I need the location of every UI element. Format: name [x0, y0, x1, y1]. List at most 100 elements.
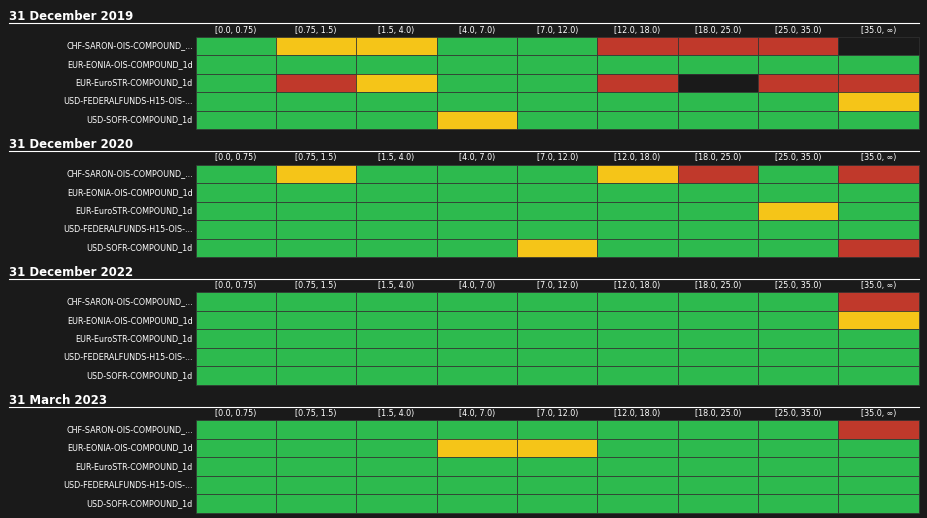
Bar: [597, 439, 677, 457]
Bar: [196, 439, 275, 457]
Text: [7.0, 12.0): [7.0, 12.0): [536, 281, 578, 290]
Bar: [597, 165, 677, 183]
Bar: [275, 37, 356, 55]
Bar: [437, 55, 516, 74]
Text: USD-SOFR-COMPOUND_1d: USD-SOFR-COMPOUND_1d: [86, 499, 193, 508]
Bar: [677, 165, 757, 183]
Bar: [516, 457, 597, 476]
Bar: [437, 111, 516, 130]
Text: [35.0, ∞): [35.0, ∞): [860, 409, 895, 418]
Bar: [677, 220, 757, 239]
Bar: [677, 420, 757, 439]
Bar: [275, 494, 356, 513]
Bar: [597, 292, 677, 311]
Text: [25.0, 35.0): [25.0, 35.0): [774, 25, 820, 35]
Bar: [275, 165, 356, 183]
Text: USD-SOFR-COMPOUND_1d: USD-SOFR-COMPOUND_1d: [86, 243, 193, 252]
Text: [4.0, 7.0): [4.0, 7.0): [458, 25, 494, 35]
Text: USD-FEDERALFUNDS-H15-OIS-...: USD-FEDERALFUNDS-H15-OIS-...: [63, 481, 193, 490]
Bar: [677, 239, 757, 257]
Bar: [196, 420, 275, 439]
Bar: [597, 92, 677, 111]
Bar: [837, 494, 918, 513]
Bar: [837, 74, 918, 92]
Text: [0.75, 1.5): [0.75, 1.5): [295, 281, 337, 290]
Bar: [516, 348, 597, 367]
Bar: [677, 311, 757, 329]
Bar: [677, 494, 757, 513]
Text: [4.0, 7.0): [4.0, 7.0): [458, 409, 494, 418]
Bar: [757, 329, 837, 348]
Text: [0.0, 0.75): [0.0, 0.75): [215, 281, 256, 290]
Bar: [516, 74, 597, 92]
Bar: [837, 55, 918, 74]
Text: [1.5, 4.0): [1.5, 4.0): [378, 25, 414, 35]
Bar: [437, 165, 516, 183]
Bar: [677, 367, 757, 385]
Text: [12.0, 18.0): [12.0, 18.0): [614, 153, 660, 162]
Bar: [597, 476, 677, 494]
Bar: [516, 220, 597, 239]
Bar: [597, 183, 677, 202]
Bar: [437, 37, 516, 55]
Bar: [837, 183, 918, 202]
Bar: [677, 74, 757, 92]
Text: USD-FEDERALFUNDS-H15-OIS-...: USD-FEDERALFUNDS-H15-OIS-...: [63, 225, 193, 234]
Text: [12.0, 18.0): [12.0, 18.0): [614, 281, 660, 290]
Text: USD-FEDERALFUNDS-H15-OIS-...: USD-FEDERALFUNDS-H15-OIS-...: [63, 353, 193, 362]
Text: [35.0, ∞): [35.0, ∞): [860, 25, 895, 35]
Bar: [196, 311, 275, 329]
Bar: [356, 476, 437, 494]
Text: EUR-EuroSTR-COMPOUND_1d: EUR-EuroSTR-COMPOUND_1d: [76, 206, 193, 215]
Bar: [356, 329, 437, 348]
Text: [12.0, 18.0): [12.0, 18.0): [614, 409, 660, 418]
Bar: [516, 292, 597, 311]
Text: CHF-SARON-OIS-COMPOUND_...: CHF-SARON-OIS-COMPOUND_...: [66, 297, 193, 306]
Bar: [757, 92, 837, 111]
Bar: [437, 239, 516, 257]
Bar: [597, 202, 677, 220]
Bar: [196, 367, 275, 385]
Bar: [597, 367, 677, 385]
Text: [18.0, 25.0): [18.0, 25.0): [694, 409, 741, 418]
Text: [4.0, 7.0): [4.0, 7.0): [458, 153, 494, 162]
Bar: [275, 311, 356, 329]
Bar: [275, 329, 356, 348]
Bar: [196, 202, 275, 220]
Bar: [837, 111, 918, 130]
Bar: [275, 439, 356, 457]
Bar: [275, 92, 356, 111]
Bar: [437, 202, 516, 220]
Bar: [677, 202, 757, 220]
Bar: [516, 476, 597, 494]
Bar: [597, 311, 677, 329]
Text: CHF-SARON-OIS-COMPOUND_...: CHF-SARON-OIS-COMPOUND_...: [66, 169, 193, 178]
Bar: [196, 476, 275, 494]
Bar: [597, 329, 677, 348]
Text: EUR-EONIA-OIS-COMPOUND_1d: EUR-EONIA-OIS-COMPOUND_1d: [67, 60, 193, 69]
Bar: [196, 92, 275, 111]
Bar: [356, 55, 437, 74]
Bar: [275, 420, 356, 439]
Bar: [275, 55, 356, 74]
Bar: [837, 476, 918, 494]
Text: [25.0, 35.0): [25.0, 35.0): [774, 153, 820, 162]
Bar: [356, 311, 437, 329]
Text: [1.5, 4.0): [1.5, 4.0): [378, 281, 414, 290]
Bar: [275, 111, 356, 130]
Bar: [356, 292, 437, 311]
Bar: [437, 92, 516, 111]
Text: [7.0, 12.0): [7.0, 12.0): [536, 25, 578, 35]
Bar: [437, 476, 516, 494]
Bar: [437, 420, 516, 439]
Bar: [677, 37, 757, 55]
Bar: [437, 348, 516, 367]
Bar: [677, 111, 757, 130]
Bar: [757, 37, 837, 55]
Text: [35.0, ∞): [35.0, ∞): [860, 281, 895, 290]
Bar: [757, 494, 837, 513]
Bar: [196, 348, 275, 367]
Bar: [275, 348, 356, 367]
Bar: [356, 239, 437, 257]
Bar: [196, 494, 275, 513]
